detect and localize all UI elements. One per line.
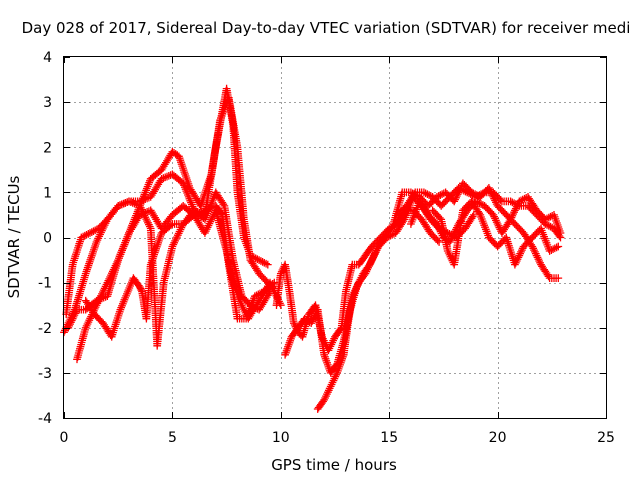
data-point xyxy=(96,316,104,325)
data-point xyxy=(430,208,438,216)
series-track-5 xyxy=(81,188,274,341)
series-track-12 xyxy=(428,197,563,269)
x-tick-label: 25 xyxy=(597,430,615,446)
x-tick-label: 20 xyxy=(489,430,507,446)
y-tick-label: 3 xyxy=(43,95,52,111)
data-point xyxy=(427,199,435,207)
data-point xyxy=(535,209,544,218)
y-tick-label: -4 xyxy=(38,411,52,427)
y-tick-label: 0 xyxy=(43,231,52,247)
data-point xyxy=(496,205,505,213)
axis-ticks: 0 5 10 15 20 25 -4 -3 -2 -1 0 1 2 3 4 xyxy=(38,50,615,446)
x-tick-label: 10 xyxy=(272,430,290,446)
data-point xyxy=(493,242,502,251)
data-point xyxy=(515,224,524,233)
data-point xyxy=(516,226,525,234)
data-point xyxy=(440,199,448,207)
data-point xyxy=(263,260,272,269)
x-tick-label: 0 xyxy=(60,430,69,446)
data-point xyxy=(500,209,509,218)
data-point xyxy=(430,233,439,242)
data-point xyxy=(531,230,540,239)
data-point xyxy=(537,211,545,219)
data-point xyxy=(534,227,542,236)
x-tick-label: 5 xyxy=(168,430,177,446)
data-point xyxy=(554,274,563,282)
data-point xyxy=(554,242,563,251)
data-point xyxy=(556,229,565,237)
y-tick-label: -2 xyxy=(38,321,52,337)
data-point xyxy=(469,211,478,219)
data-point xyxy=(485,206,493,215)
data-point xyxy=(437,202,446,210)
data-point xyxy=(499,208,508,216)
y-tick-label: -3 xyxy=(38,366,52,382)
data-point xyxy=(433,211,441,219)
x-axis-label: GPS time / hours xyxy=(271,456,397,474)
data-point xyxy=(461,203,470,212)
data-point xyxy=(496,239,505,248)
data-point xyxy=(261,275,269,284)
data-point xyxy=(266,287,274,296)
data-point xyxy=(498,206,506,215)
data-point xyxy=(489,238,498,246)
y-axis-label: SDTVAR / TECUs xyxy=(5,175,23,298)
data-point xyxy=(441,197,450,206)
x-tick-label: 15 xyxy=(380,430,398,446)
data-point xyxy=(486,208,495,216)
series-track-7 xyxy=(281,206,443,377)
y-tick-label: 4 xyxy=(43,50,52,66)
data-point xyxy=(432,235,441,243)
data-point xyxy=(438,200,447,209)
chart-title: Day 028 of 2017, Sidereal Day-to-day VTE… xyxy=(22,19,631,37)
data-point xyxy=(94,314,103,323)
data-marks xyxy=(60,84,565,413)
y-tick-label: 2 xyxy=(43,140,52,156)
y-tick-label: 1 xyxy=(43,185,52,201)
data-point xyxy=(258,272,266,281)
data-point xyxy=(512,221,521,230)
data-point xyxy=(513,223,522,231)
data-point xyxy=(425,200,434,209)
data-point xyxy=(483,205,492,213)
y-tick-label: -1 xyxy=(38,276,52,292)
plot-frame xyxy=(63,56,607,419)
data-point xyxy=(435,238,443,246)
series-track-10 xyxy=(394,184,565,242)
data-point xyxy=(443,196,451,204)
